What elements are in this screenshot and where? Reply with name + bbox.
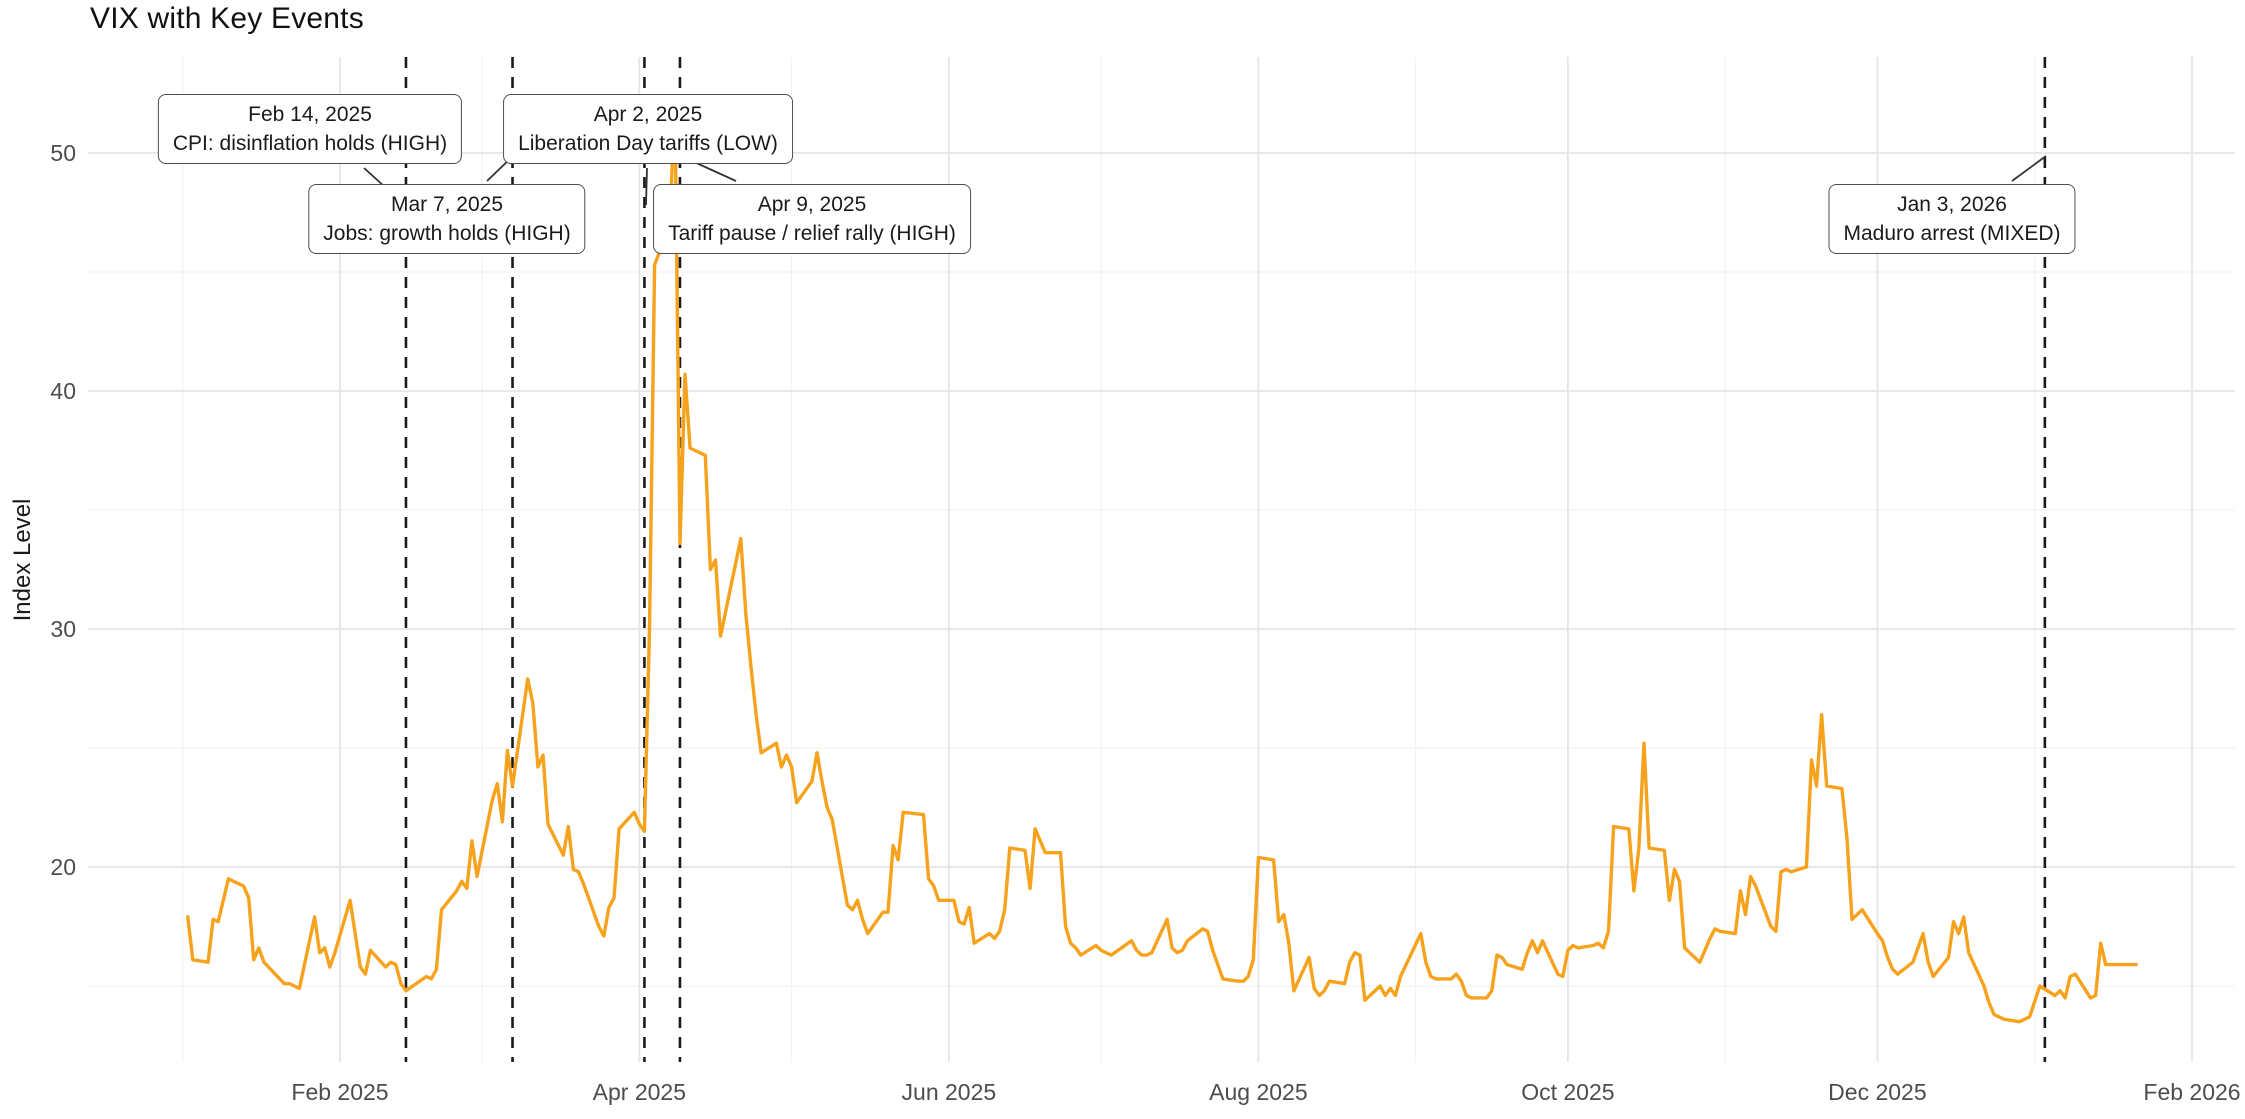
event-label-jobs: Mar 7, 2025 Jobs: growth holds (HIGH) bbox=[308, 184, 586, 254]
event-description: Tariff pause / relief rally (HIGH) bbox=[668, 222, 956, 245]
event-description: Maduro arrest (MIXED) bbox=[1843, 222, 2061, 245]
event-date: Jan 3, 2026 bbox=[1897, 193, 2007, 216]
event-label-tariff-pause: Apr 9, 2025 Tariff pause / relief rally … bbox=[653, 184, 971, 254]
y-axis-tick-label: 30 bbox=[50, 616, 76, 642]
x-axis-tick-label: Aug 2025 bbox=[1209, 1079, 1307, 1105]
event-date: Apr 2, 2025 bbox=[593, 103, 703, 126]
x-axis-tick-label: Feb 2025 bbox=[291, 1079, 388, 1105]
event-description: Liberation Day tariffs (LOW) bbox=[518, 132, 778, 155]
x-axis-tick-label: Oct 2025 bbox=[1521, 1079, 1614, 1105]
event-label-connector bbox=[645, 167, 648, 206]
x-axis-tick-label: Feb 2026 bbox=[2143, 1079, 2240, 1105]
event-description: CPI: disinflation holds (HIGH) bbox=[172, 132, 448, 155]
event-date: Mar 7, 2025 bbox=[390, 193, 504, 216]
x-axis-tick-label: Dec 2025 bbox=[1828, 1079, 1926, 1105]
event-label-liberation-day-tariffs: Apr 2, 2025 Liberation Day tariffs (LOW) bbox=[503, 94, 793, 164]
event-description: Jobs: growth holds (HIGH) bbox=[323, 222, 571, 245]
event-label-connector bbox=[2011, 155, 2047, 182]
event-label-maduro-arrest: Jan 3, 2026 Maduro arrest (MIXED) bbox=[1828, 184, 2076, 254]
event-date: Feb 14, 2025 bbox=[248, 103, 372, 126]
chart-title: VIX with Key Events bbox=[90, 2, 364, 35]
y-axis-tick-label: 50 bbox=[50, 140, 76, 166]
event-date: Apr 9, 2025 bbox=[757, 193, 867, 216]
event-label-cpi: Feb 14, 2025 CPI: disinflation holds (HI… bbox=[157, 94, 463, 164]
x-axis-tick-label: Jun 2025 bbox=[902, 1079, 997, 1105]
y-axis-title: Index Level bbox=[9, 499, 36, 622]
y-axis-tick-label: 40 bbox=[50, 378, 76, 404]
x-axis-tick-label: Apr 2025 bbox=[593, 1079, 686, 1105]
y-axis-tick-label: 20 bbox=[50, 854, 76, 880]
vix-series-line bbox=[186, 96, 2138, 1024]
